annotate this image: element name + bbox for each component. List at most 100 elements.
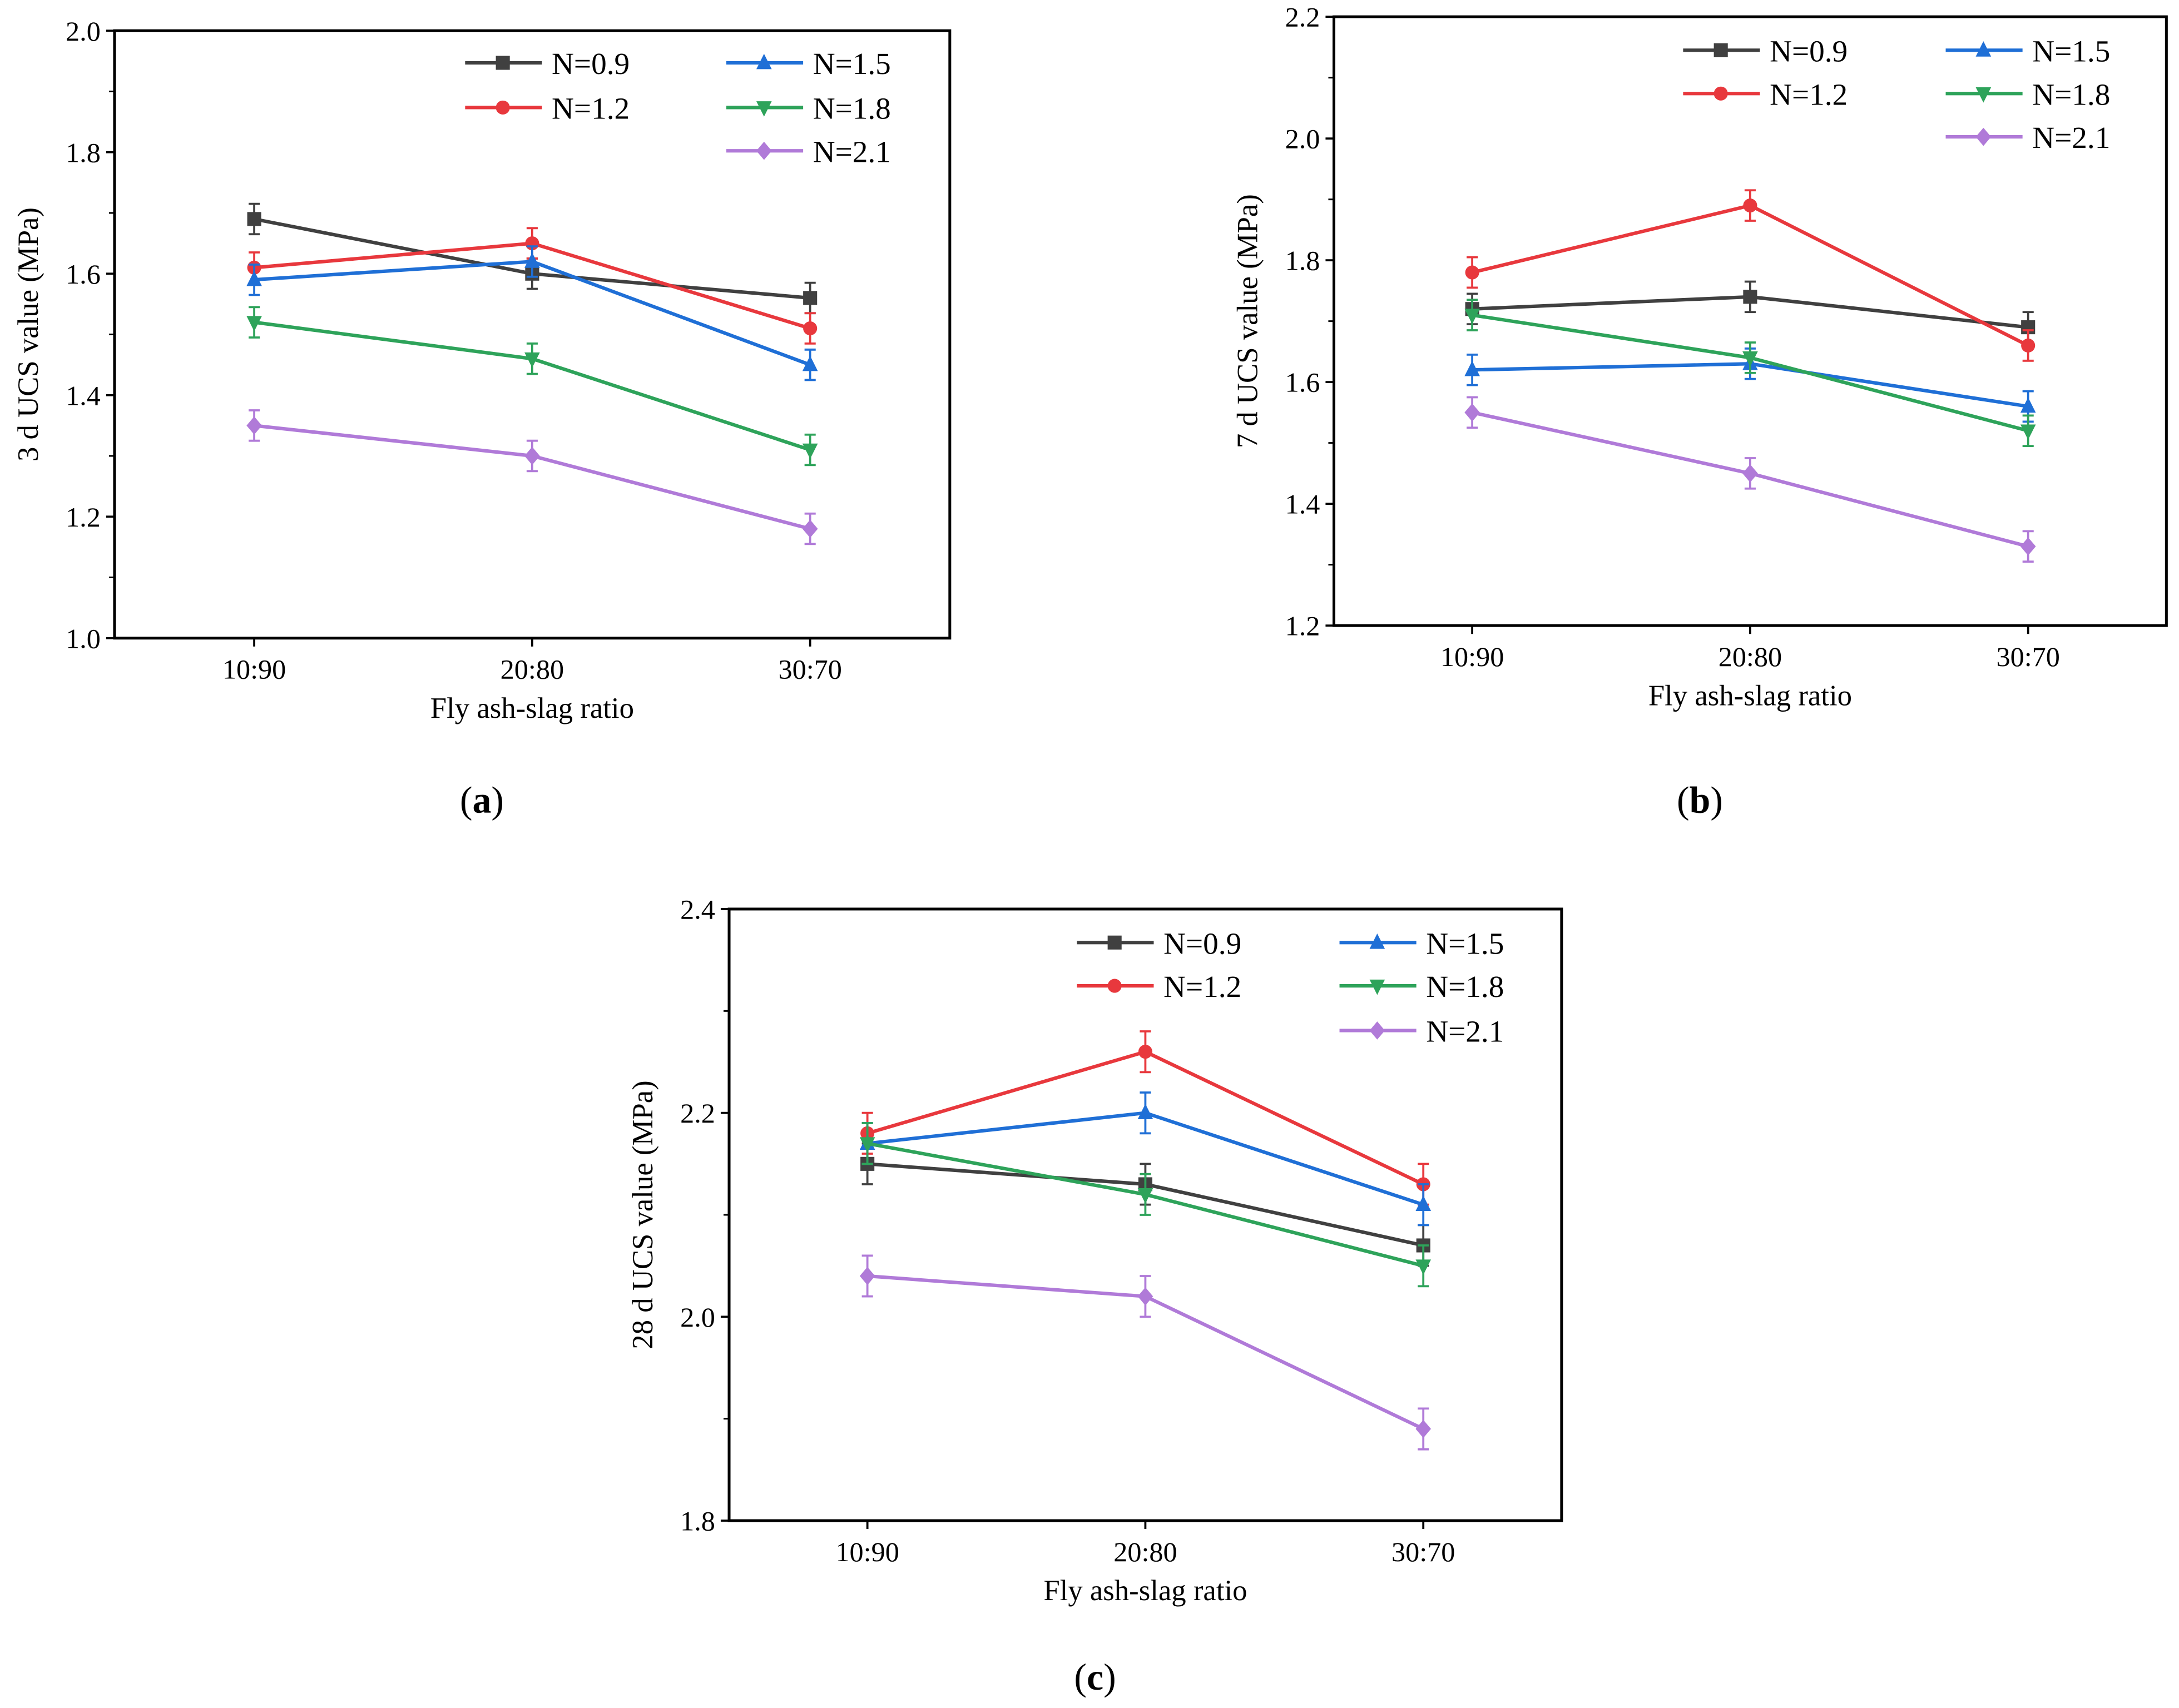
legend-entry: N=1.5 (1945, 34, 2110, 68)
legend-marker (756, 101, 772, 117)
series-N=2.1 (1464, 396, 2036, 563)
panel-label-close: ) (491, 779, 504, 821)
x-tick-label: 10:90 (1440, 641, 1504, 672)
y-tick-label: 1.4 (1285, 489, 1320, 520)
panel-label: (b) (1677, 779, 1723, 821)
data-point (247, 212, 261, 226)
series-N=1.8 (246, 306, 818, 466)
y-axis-label: 3 d UCS value (MPa) (12, 207, 44, 461)
legend-label: N=1.5 (1426, 926, 1504, 960)
legend-label: N=2.1 (2032, 121, 2110, 155)
legend-label: N=0.9 (552, 47, 630, 81)
legend-marker (1975, 87, 1992, 103)
x-tick-label: 20:80 (501, 654, 564, 685)
legend-entry: N=0.9 (1077, 926, 1241, 960)
legend-marker (1975, 41, 1992, 57)
x-tick-label: 30:70 (1997, 641, 2060, 672)
x-tick-label: 20:80 (1719, 641, 1782, 672)
panel-label-letter: b (1690, 779, 1711, 821)
legend-entry: N=1.8 (1945, 77, 2110, 111)
legend-marker (756, 141, 772, 160)
y-axis-label: 7 d UCS value (MPa) (1231, 194, 1264, 448)
data-point (2020, 537, 2036, 556)
legend-entry: N=0.9 (465, 47, 630, 81)
panel-label: (c) (1074, 1656, 1116, 1698)
legend-marker (496, 100, 510, 115)
panel-b: 1.2 1.4 1.6 1.8 2.0 2.2 10:90 20:80 30:70 Fly ash… (1231, 2, 2168, 821)
legend-label: N=2.1 (1426, 1015, 1504, 1049)
legend-label: N=2.1 (813, 135, 891, 168)
data-point (859, 1137, 875, 1153)
legend-label: N=1.8 (813, 91, 891, 125)
data-point (246, 316, 262, 331)
data-point (1415, 1419, 1432, 1438)
data-point (1464, 360, 1480, 376)
series-line (1472, 203, 2029, 347)
legend-label: N=1.8 (2032, 77, 2110, 111)
legend-label: N=1.2 (552, 91, 630, 125)
x-tick-label: 10:90 (222, 654, 286, 685)
data-point (524, 352, 540, 368)
data-point (802, 443, 818, 459)
legend-label: N=1.2 (1163, 970, 1241, 1004)
series-N=2.1 (859, 1254, 1432, 1451)
data-point (1137, 1287, 1153, 1306)
data-point (1465, 265, 1479, 280)
y-tick-label: 1.2 (66, 502, 101, 533)
panel-label-letter: a (473, 779, 492, 821)
panel-label-open: ( (1677, 779, 1690, 821)
y-tick-label: 1.8 (66, 137, 101, 168)
data-point (1137, 1188, 1153, 1204)
y-tick-label: 1.8 (680, 1506, 715, 1537)
legend-label: N=1.5 (2032, 34, 2110, 68)
y-tick-label: 1.0 (66, 623, 101, 654)
legend-marker (1975, 127, 1992, 146)
data-point (1743, 198, 1757, 213)
legend-label: N=0.9 (1770, 34, 1848, 68)
y-tick-label: 2.2 (1285, 2, 1320, 33)
y-tick-label: 1.4 (66, 380, 101, 411)
series-line (254, 320, 811, 452)
y-tick-label: 2.0 (680, 1302, 715, 1333)
legend-entry: N=2.1 (726, 135, 891, 168)
legend-marker (756, 53, 772, 69)
data-point (1464, 309, 1480, 325)
series-N=1.2 (1465, 189, 2036, 362)
y-tick-label: 2.0 (66, 16, 101, 47)
data-point (1742, 351, 1758, 367)
x-axis-label: Fly ash-slag ratio (430, 692, 634, 724)
data-point (803, 321, 818, 336)
data-point (524, 446, 540, 465)
panel-a: 1.0 1.2 1.4 1.6 1.8 2.0 10:90 20:80 30:70 Fly ash… (12, 16, 952, 821)
panel-label-close: ) (1710, 779, 1723, 821)
legend-entry: N=2.1 (1945, 121, 2110, 155)
series-N=1.8 (859, 1122, 1432, 1288)
data-point (1138, 1045, 1152, 1059)
data-point (802, 355, 818, 371)
x-tick-label: 20:80 (1113, 1536, 1177, 1567)
legend-entry: N=1.8 (1339, 970, 1504, 1004)
legend-marker (1107, 935, 1122, 950)
data-point (1415, 1259, 1432, 1275)
legend-entry: N=1.5 (1339, 926, 1504, 960)
legend-label: N=0.9 (1163, 926, 1241, 960)
y-tick-label: 2.4 (680, 894, 715, 925)
data-point (1464, 403, 1480, 422)
series-N=2.1 (246, 409, 818, 545)
data-point (2021, 338, 2036, 353)
legend-marker (1107, 979, 1122, 993)
panel-label: (a) (460, 779, 504, 821)
series-N=1.8 (1464, 299, 2036, 448)
legend-marker (1714, 43, 1728, 57)
legend-marker (1714, 86, 1728, 101)
x-tick-label: 10:90 (835, 1536, 899, 1567)
panel-label-close: ) (1103, 1656, 1116, 1698)
legend-label: N=1.8 (1426, 970, 1504, 1004)
panel-label-letter: c (1087, 1656, 1103, 1698)
y-tick-label: 1.6 (1285, 367, 1320, 398)
legend-label: N=1.2 (1770, 77, 1848, 111)
x-axis-label: Fly ash-slag ratio (1648, 679, 1852, 712)
legend-marker (1369, 933, 1385, 949)
y-tick-label: 2.2 (680, 1098, 715, 1129)
